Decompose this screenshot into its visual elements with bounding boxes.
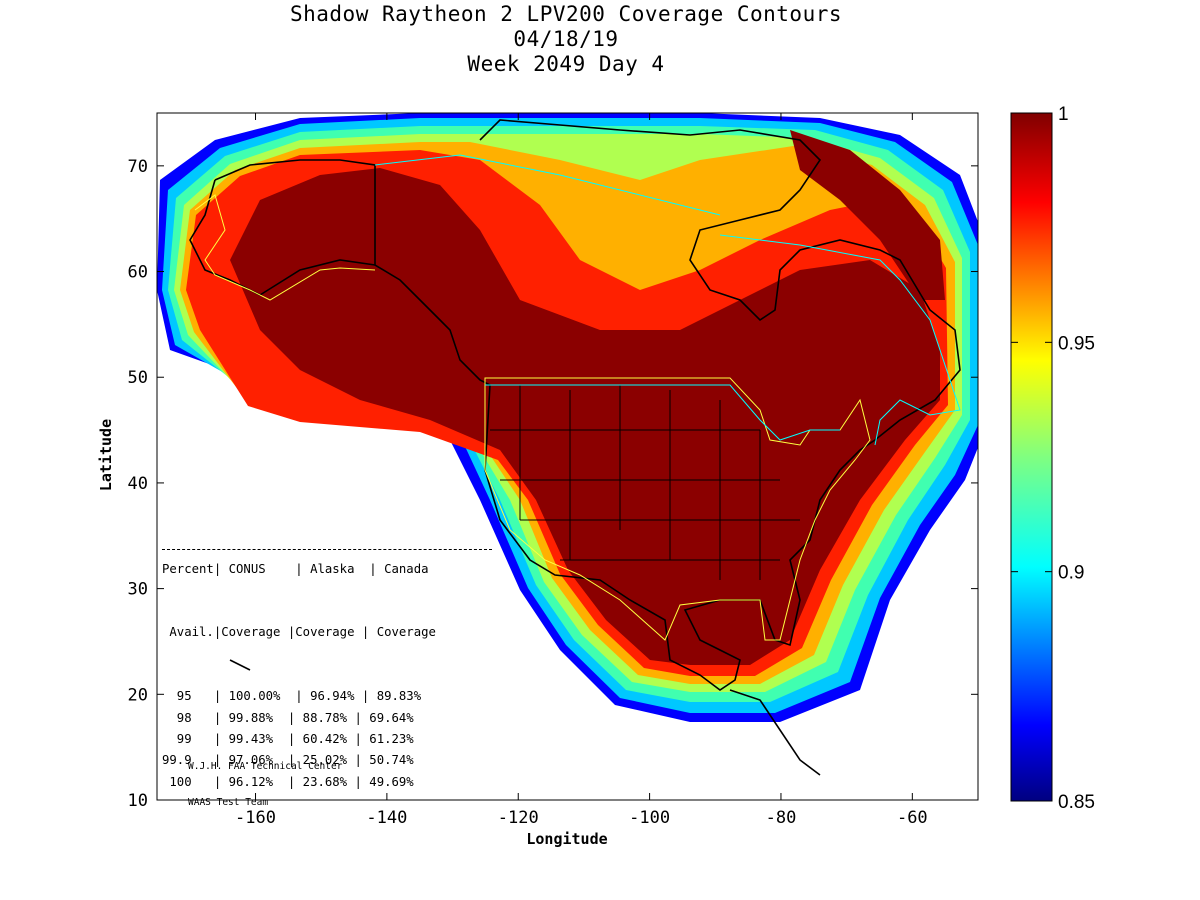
chart-title: Shadow Raytheon 2 LPV200 Coverage Contou… [289,2,842,26]
table-body: 95 | 100.00% | 96.94% | 89.83% 98 | 99.8… [162,686,436,792]
credit-line-2: WAAS Test Team [188,797,269,808]
credit-line-1: W.J.H. FAA Technical Center [188,761,343,772]
colorbar [1010,112,1053,802]
y-tick-label: 70 [128,157,148,177]
y-tick-label: 10 [128,791,148,811]
coverage-table: Percent| CONUS | Alaska | Canada Avail.|… [162,516,436,814]
x-tick-label: -140 [366,808,407,828]
x-tick-label: -100 [629,808,670,828]
contour-1.0 [230,168,940,665]
region-boundaries [194,194,871,641]
table-row: 95 | 100.00% | 96.94% | 89.83% [162,689,422,704]
table-row: 100 | 96.12% | 23.68% | 49.69% [162,774,414,789]
y-tick-label: 30 [128,580,148,600]
chart-date: 04/18/19 [513,27,619,51]
x-tick-label: -60 [897,808,928,828]
canada-border [374,154,961,446]
table-header-2: Avail.|Coverage |Coverage | Coverage [162,625,436,640]
y-tick-label: 60 [128,263,148,283]
coverage-contours [157,113,978,776]
y-axis-ticks: 10 20 30 40 50 60 70 [128,157,978,811]
table-row: 99.9 | 97.06% | 25.02% | 50.74% [162,753,414,768]
table-row: 99 | 99.43% | 60.42% | 61.23% [162,731,414,746]
table-row: 98 | 99.88% | 88.78% | 69.64% [162,710,414,725]
x-tick-label: -160 [235,808,276,828]
y-tick-label: 20 [128,685,148,705]
table-header-1: Percent| CONUS | Alaska | Canada [162,561,429,576]
state-lines [490,385,800,580]
x-axis-label: Longitude [526,830,607,848]
colorbar-tick-label: 0.95 [1058,333,1095,354]
x-axis-ticks: -160 -140 -120 -100 -80 -60 [235,113,928,828]
credit-text: W.J.H. FAA Technical Center WAAS Test Te… [188,737,342,821]
y-tick-label: 50 [128,368,148,388]
colorbar-tick-label: 0.85 [1058,792,1095,813]
colorbar-tick-label: 0.9 [1058,563,1084,584]
y-axis-label: Latitude [97,419,115,491]
y-tick-label: 40 [128,474,148,494]
colorbar-ticks: 0.85 0.9 0.95 1 [1011,104,1095,813]
colorbar-tick-label: 1 [1058,104,1069,125]
x-tick-label: -80 [766,808,797,828]
plot-frame [156,112,979,801]
chart-week-day: Week 2049 Day 4 [467,52,665,76]
contour-1.0-north [790,130,945,300]
x-tick-label: -120 [498,808,539,828]
table-rule [162,549,492,550]
